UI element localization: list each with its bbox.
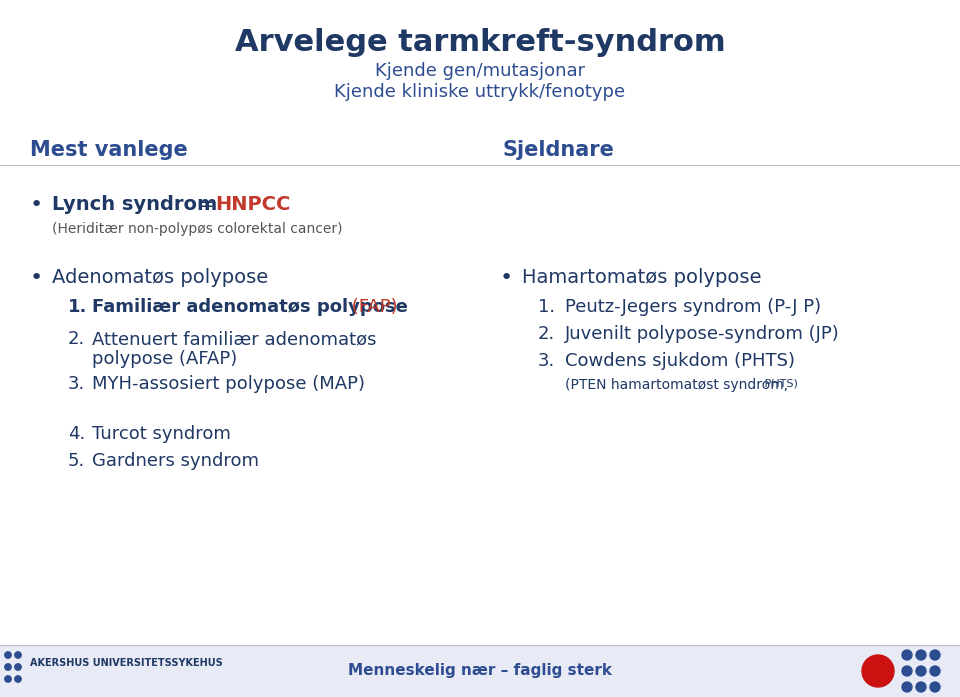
Text: Familiær adenomatøs polypose: Familiær adenomatøs polypose xyxy=(92,298,408,316)
Text: 3.: 3. xyxy=(68,375,85,393)
Text: Gardners syndrom: Gardners syndrom xyxy=(92,452,259,470)
Text: •: • xyxy=(30,195,43,215)
Text: 1.: 1. xyxy=(68,298,87,316)
Text: Kjende kliniske uttrykk/fenotype: Kjende kliniske uttrykk/fenotype xyxy=(334,83,626,101)
Bar xyxy=(0,645,960,697)
Text: Turcot syndrom: Turcot syndrom xyxy=(92,425,230,443)
Text: •: • xyxy=(500,268,514,288)
Text: 3.: 3. xyxy=(538,352,555,370)
Text: Cowdens sjukdom (PHTS): Cowdens sjukdom (PHTS) xyxy=(565,352,795,370)
Circle shape xyxy=(916,666,926,676)
Text: (Heriditær non-polypøs colorektal cancer): (Heriditær non-polypøs colorektal cancer… xyxy=(52,222,343,236)
Circle shape xyxy=(14,652,21,658)
Text: Lynch syndrom: Lynch syndrom xyxy=(52,195,217,214)
Text: =: = xyxy=(192,195,221,214)
Circle shape xyxy=(5,652,12,658)
Text: (PTEN hamartomatøst syndrom,: (PTEN hamartomatøst syndrom, xyxy=(565,378,788,392)
Circle shape xyxy=(902,666,912,676)
Text: (FAP): (FAP) xyxy=(346,298,397,316)
Text: HNPCC: HNPCC xyxy=(215,195,290,214)
Text: 2.: 2. xyxy=(68,330,85,348)
Text: Menneskelig nær – faglig sterk: Menneskelig nær – faglig sterk xyxy=(348,664,612,678)
Circle shape xyxy=(862,655,894,687)
Text: Attenuert familiær adenomatøs: Attenuert familiær adenomatøs xyxy=(92,330,376,348)
Circle shape xyxy=(930,666,940,676)
Circle shape xyxy=(902,682,912,692)
Text: Sjeldnare: Sjeldnare xyxy=(502,140,613,160)
Text: Kjende gen/mutasjonar: Kjende gen/mutasjonar xyxy=(375,62,585,80)
Text: 2.: 2. xyxy=(538,325,555,343)
Circle shape xyxy=(916,682,926,692)
Text: 4.: 4. xyxy=(68,425,85,443)
Circle shape xyxy=(902,650,912,660)
Circle shape xyxy=(5,676,12,682)
Circle shape xyxy=(14,664,21,671)
Circle shape xyxy=(930,650,940,660)
Text: MYH-assosiert polypose (MAP): MYH-assosiert polypose (MAP) xyxy=(92,375,365,393)
Text: Adenomatøs polypose: Adenomatøs polypose xyxy=(52,268,268,287)
Text: AKERSHUS UNIVERSITETSSYKEHUS: AKERSHUS UNIVERSITETSSYKEHUS xyxy=(30,658,223,668)
Circle shape xyxy=(916,650,926,660)
Text: PHTS): PHTS) xyxy=(761,379,798,389)
Text: Arvelege tarmkreft-syndrom: Arvelege tarmkreft-syndrom xyxy=(234,28,726,57)
Text: •: • xyxy=(30,268,43,288)
Circle shape xyxy=(5,664,12,671)
Text: Peutz-Jegers syndrom (P-J P): Peutz-Jegers syndrom (P-J P) xyxy=(565,298,821,316)
Text: 5.: 5. xyxy=(68,452,85,470)
Text: polypose (AFAP): polypose (AFAP) xyxy=(92,350,237,368)
Circle shape xyxy=(14,676,21,682)
Text: Hamartomatøs polypose: Hamartomatøs polypose xyxy=(522,268,761,287)
Text: Mest vanlege: Mest vanlege xyxy=(30,140,188,160)
Text: 1.: 1. xyxy=(538,298,555,316)
Text: Juvenilt polypose-syndrom (JP): Juvenilt polypose-syndrom (JP) xyxy=(565,325,840,343)
Circle shape xyxy=(930,682,940,692)
